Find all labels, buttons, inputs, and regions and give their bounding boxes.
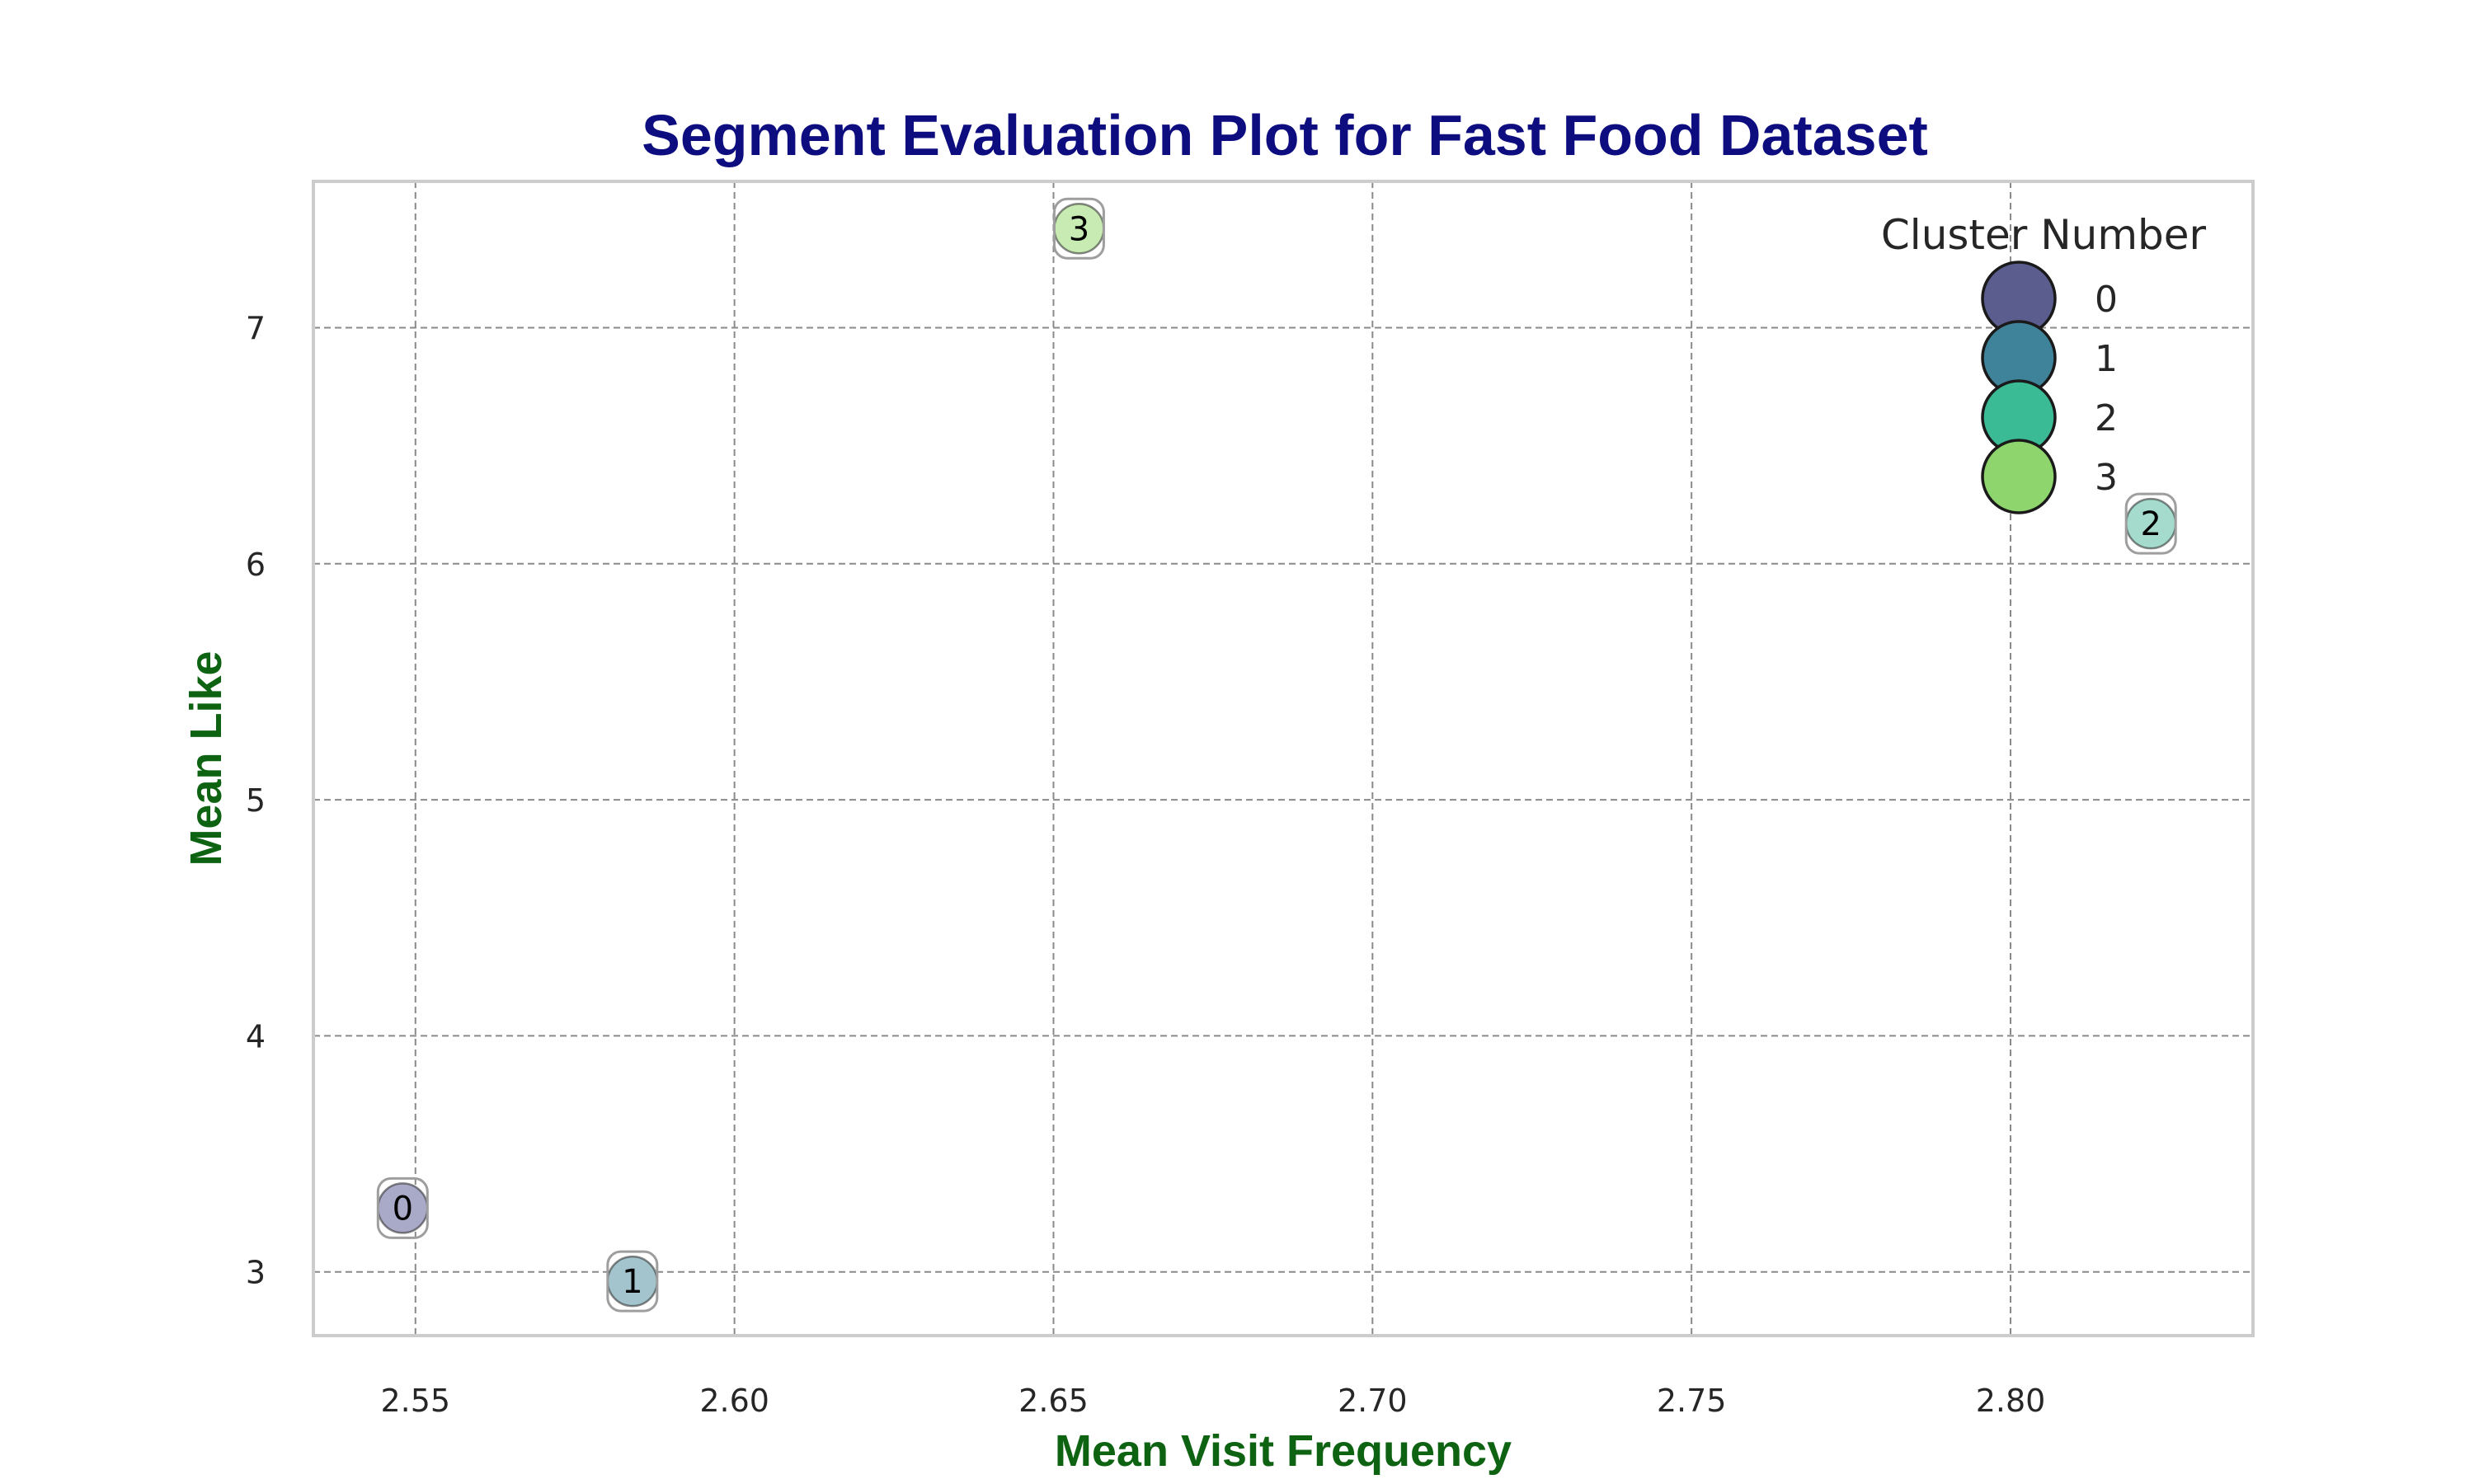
legend-label: 0 <box>2095 279 2118 321</box>
legend-label: 1 <box>2095 338 2118 380</box>
plot-frame <box>312 180 2255 1337</box>
legend-marker <box>1981 439 2057 514</box>
y-tick-label: 6 <box>246 547 266 583</box>
legend-entry-0: 0 <box>1981 261 2118 336</box>
y-tick-labels: 3 4 5 6 7 <box>246 311 266 1291</box>
cluster-point-3: 3 <box>1052 197 1105 260</box>
x-tick-label: 2.80 <box>1976 1383 2046 1419</box>
cluster-label-box <box>606 1250 659 1313</box>
cluster-label-box <box>1052 197 1105 260</box>
cluster-point-0: 0 <box>376 1176 429 1239</box>
legend-entry-3: 3 <box>1981 439 2118 514</box>
cluster-label: 0 <box>393 1190 413 1228</box>
legend-title: Cluster Number <box>1881 211 2207 259</box>
y-tick-label: 4 <box>246 1018 266 1054</box>
x-tick-label: 2.55 <box>380 1383 450 1419</box>
x-tick-label: 2.75 <box>1657 1383 1727 1419</box>
cluster-point-1: 1 <box>606 1250 659 1313</box>
y-tick-label: 3 <box>246 1255 266 1291</box>
x-tick-label: 2.65 <box>1018 1383 1089 1419</box>
x-tick-label: 2.60 <box>699 1383 769 1419</box>
cluster-label: 3 <box>1069 210 1089 248</box>
x-axis-label: Mean Visit Frequency <box>1055 1426 1512 1476</box>
y-axis-label: Mean Like <box>181 650 231 866</box>
legend: Cluster Number 0 1 2 3 <box>1881 211 2207 514</box>
cluster-label: 1 <box>622 1263 642 1301</box>
y-tick-label: 7 <box>246 311 266 347</box>
x-tick-labels: 2.55 2.60 2.65 2.70 2.75 2.80 <box>380 1383 2045 1419</box>
chart-title: Segment Evaluation Plot for Fast Food Da… <box>642 103 1928 167</box>
x-tick-label: 2.70 <box>1338 1383 1408 1419</box>
legend-entry-2: 2 <box>1981 379 2118 455</box>
cluster-point-2: 2 <box>2124 492 2177 555</box>
legend-label: 2 <box>2095 397 2118 439</box>
cluster-label-box <box>2124 492 2177 555</box>
legend-label: 3 <box>2095 457 2118 499</box>
grid <box>313 181 2253 1336</box>
cluster-label-box <box>376 1176 429 1239</box>
y-tick-label: 5 <box>246 782 266 819</box>
cluster-label: 2 <box>2140 505 2161 543</box>
